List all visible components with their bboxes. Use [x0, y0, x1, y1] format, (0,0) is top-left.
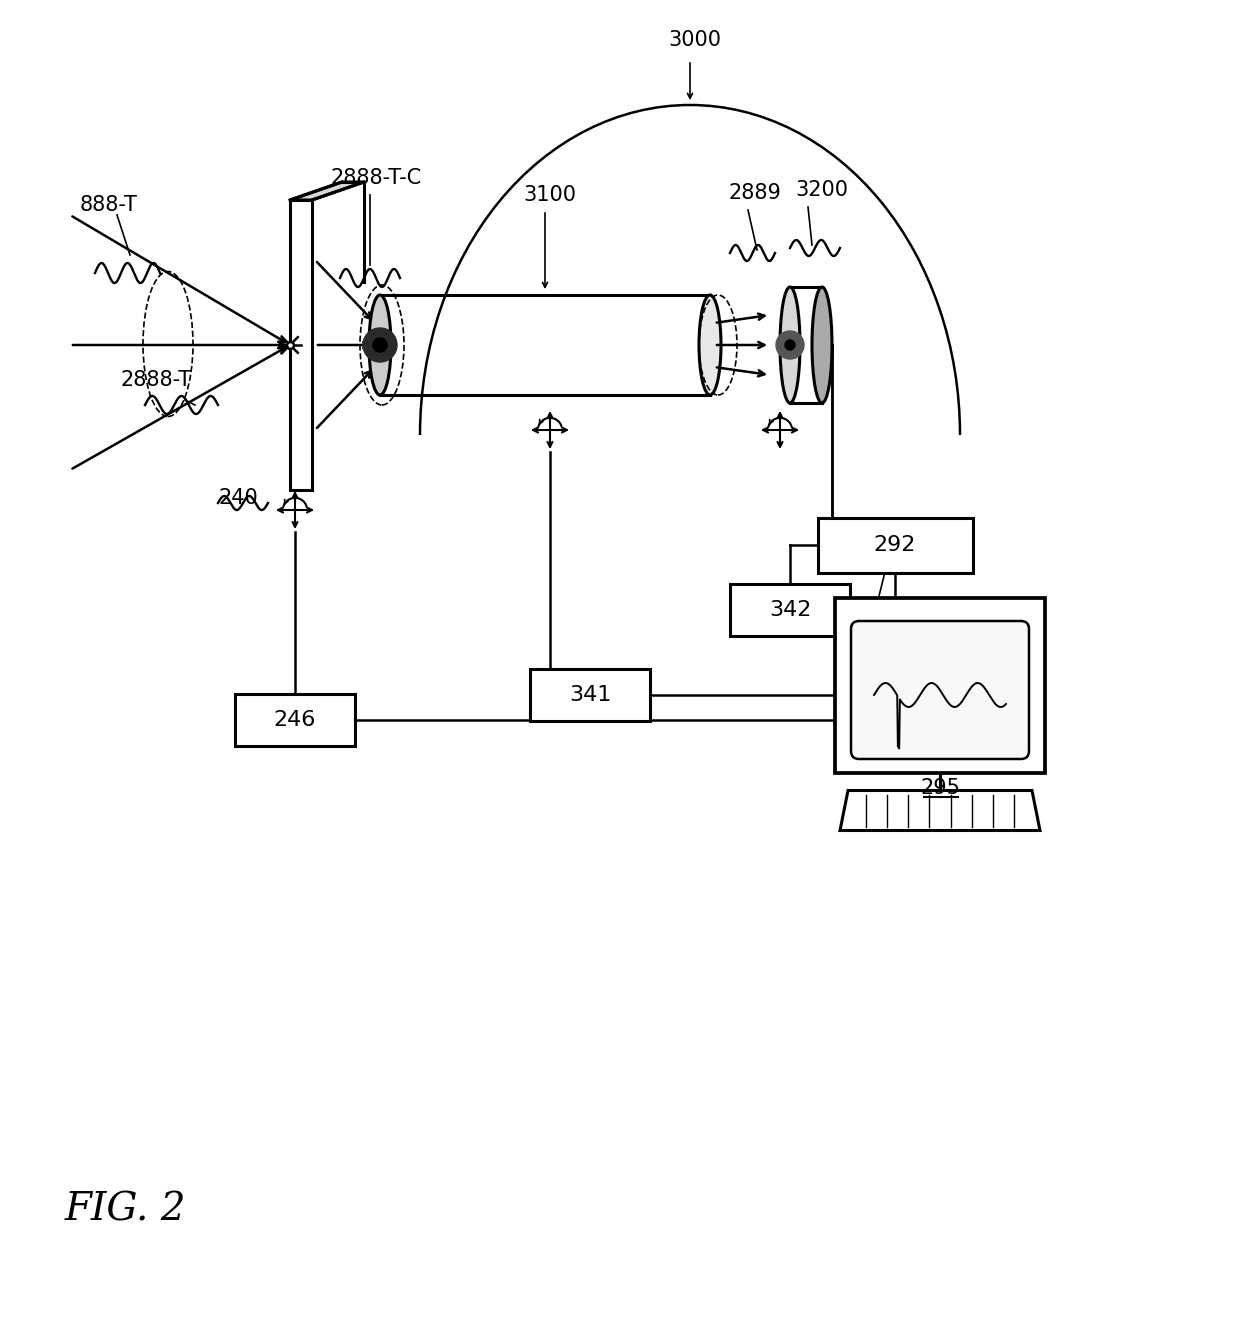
Text: 240: 240 [218, 488, 258, 508]
Text: 295: 295 [920, 779, 960, 799]
Circle shape [776, 331, 804, 359]
Text: 2888-T-C: 2888-T-C [330, 168, 422, 188]
Ellipse shape [699, 295, 720, 395]
Text: 3100: 3100 [523, 185, 577, 205]
Text: FIG. 2: FIG. 2 [64, 1191, 186, 1229]
Circle shape [373, 338, 387, 352]
Text: 292: 292 [874, 535, 916, 555]
Ellipse shape [780, 287, 800, 403]
Bar [529, 668, 650, 720]
Bar [236, 694, 355, 746]
Text: 2889: 2889 [728, 183, 781, 203]
Polygon shape [290, 181, 365, 200]
Text: 298: 298 [892, 538, 931, 558]
Text: 246: 246 [274, 710, 316, 730]
Text: 888-T: 888-T [81, 195, 138, 215]
Circle shape [785, 340, 795, 350]
FancyBboxPatch shape [851, 622, 1029, 759]
Text: 3000: 3000 [668, 29, 722, 49]
Ellipse shape [812, 287, 832, 403]
Text: 342: 342 [769, 600, 811, 620]
Bar [730, 584, 849, 636]
Circle shape [363, 328, 397, 362]
Bar [835, 598, 1045, 772]
Text: 341: 341 [569, 684, 611, 704]
Polygon shape [839, 791, 1040, 831]
Ellipse shape [370, 295, 391, 395]
Text: 3200: 3200 [795, 180, 848, 200]
Text: 2888-T: 2888-T [120, 370, 191, 390]
Bar [817, 518, 972, 572]
